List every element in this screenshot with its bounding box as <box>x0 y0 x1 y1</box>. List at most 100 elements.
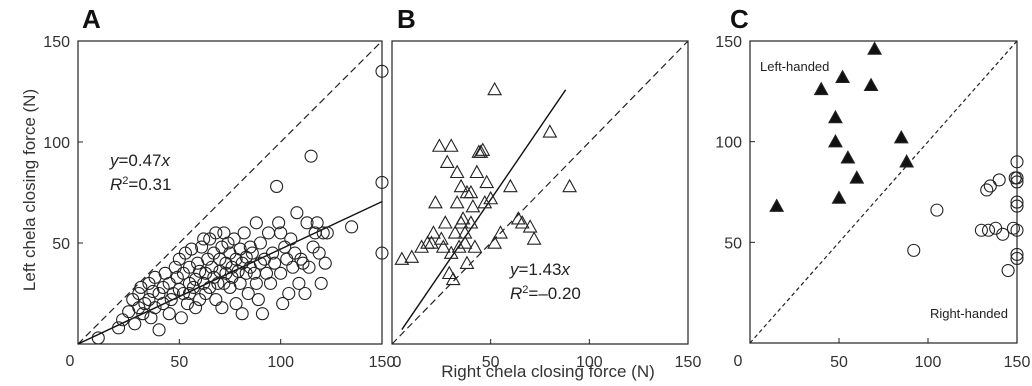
panel-a-data-point <box>310 216 324 230</box>
panel-a-data-point <box>290 206 304 220</box>
panel-b-data-point <box>435 239 451 253</box>
panel-a-data-point <box>302 260 316 274</box>
panel-a-data-point <box>128 317 142 331</box>
panel-c-right-handed-point <box>1010 175 1024 189</box>
panel-b-data-point <box>526 231 542 245</box>
panel-a-data-point <box>375 175 389 189</box>
panel-b-r-squared: R2=–0.20 <box>510 284 581 303</box>
panel-c-right-handed-point <box>1010 199 1024 213</box>
panel-a-data-point <box>227 232 241 246</box>
panel-a-data-point <box>245 246 259 260</box>
panel-c-left-handed-point <box>828 134 843 148</box>
panel-b-data-point <box>487 235 503 249</box>
panel-b-data-point <box>467 239 483 253</box>
panel-a-x-tick-label: 50 <box>170 354 188 371</box>
panel-a-data-point <box>270 179 284 193</box>
panel-a-data-point <box>276 297 290 311</box>
panel-b-frame <box>391 40 689 345</box>
panel-b-data-point <box>441 265 457 280</box>
panel-c-left-handed-point <box>899 154 915 168</box>
panel-b-data-point <box>463 215 479 229</box>
panel-b-data-point <box>449 194 465 209</box>
panel-b-data-point <box>451 239 467 253</box>
panel-b-data-point <box>427 194 443 209</box>
panel-a-data-point <box>249 276 263 290</box>
panel-a-data-point <box>251 293 265 307</box>
panel-c-y-tick-label: 150 <box>715 34 742 51</box>
panel-a-data-point <box>156 297 170 311</box>
panel-a-data-point <box>164 293 178 307</box>
panel-b-x-tick-label: 50 <box>482 354 500 371</box>
panel-c-origin-label: 0 <box>734 353 743 370</box>
panel-a-data-point <box>274 226 288 240</box>
panel-b-data-point <box>447 225 463 239</box>
panel-a-data-point <box>292 276 306 290</box>
panel-b-equation: y=1.43x <box>509 260 571 279</box>
panel-c-y-tick-label: 100 <box>715 135 742 152</box>
panel-a-data-point <box>249 216 263 230</box>
panel-c-left-handed-point <box>831 190 847 204</box>
panel-b-data-point <box>522 219 538 233</box>
panel-b-data-point <box>514 215 530 229</box>
panel-c-identity-line <box>749 40 1018 344</box>
panel-c-right-handed-point <box>1010 247 1024 261</box>
panel-b-data-point <box>463 184 479 199</box>
panel-a-data-point <box>180 297 194 311</box>
panel-b-letter: B <box>397 4 416 34</box>
panel-b-data-point <box>414 239 430 253</box>
panel-b-data-point <box>477 194 493 209</box>
panel-a-data-point <box>136 307 150 321</box>
panel-a-data-point <box>111 321 126 335</box>
panel-c-right-handed-point <box>974 223 988 237</box>
panel-a-data-point <box>209 226 223 240</box>
panel-a-data-point <box>300 216 314 230</box>
panel-b-data-point <box>437 215 453 229</box>
panel-a-data-point <box>209 293 223 307</box>
panel-b-data-point <box>487 81 503 96</box>
panel-a-data-point <box>162 307 176 321</box>
panel-b-data-point <box>457 225 473 239</box>
panel-c-right-handed-point <box>1006 221 1020 235</box>
panel-a-data-point <box>148 301 162 315</box>
panel-b-data-point <box>475 142 491 156</box>
panel-a-data-point <box>263 276 278 290</box>
panel-b-marks: 50 100 150 0 <box>391 40 701 371</box>
panel-c-right-handed-point <box>981 223 996 237</box>
panel-a-data-point <box>193 264 207 278</box>
panel-a-data-point <box>237 226 251 240</box>
panel-b-data-point <box>502 178 518 193</box>
panel-a-data-point <box>266 246 280 260</box>
panel-b: B 50 100 150 0 y=1.43x R2=–0.20 <box>391 4 701 371</box>
panel-a-identity-line <box>77 40 383 345</box>
panel-c: C 50 100 150 50 100 150 0 Left-handed Right-ha… <box>715 4 1030 371</box>
panel-a-data-point <box>375 246 389 260</box>
panel-a-data-point <box>298 286 312 301</box>
left-handed-label: Left-handed <box>760 59 829 74</box>
panel-a-data-point <box>320 226 334 240</box>
panel-c-left-handed-point <box>849 170 865 184</box>
panel-a-frame <box>77 40 383 345</box>
panel-a-origin-label: 0 <box>66 353 75 370</box>
panel-b-data-point <box>453 178 469 193</box>
panel-c-left-handed-point <box>813 81 829 96</box>
panel-a-data-point <box>314 276 328 290</box>
panel-a-data-point <box>205 260 219 274</box>
panel-a-x-tick-label: 150 <box>369 354 396 371</box>
panel-b-data-point <box>443 138 459 152</box>
panel-a-data-point <box>233 276 247 290</box>
panel-b-data-point <box>445 271 461 286</box>
panel-c-y-tick-label: 50 <box>724 235 742 252</box>
panel-a-letter: A <box>82 4 101 34</box>
panel-c-right-handed-point <box>1010 251 1024 265</box>
panel-b-data-point <box>426 225 441 239</box>
panel-c-left-handed-point <box>828 109 843 124</box>
panel-a-data-point <box>235 307 249 321</box>
panel-a-data-point <box>241 286 255 301</box>
panel-a-data-point <box>215 301 229 315</box>
panel-b-data-point <box>473 144 489 158</box>
panel-b-data-point <box>479 174 495 189</box>
panel-a-data-point <box>345 220 359 234</box>
panel-a-data-point <box>375 64 389 78</box>
panel-b-data-point <box>424 235 439 249</box>
